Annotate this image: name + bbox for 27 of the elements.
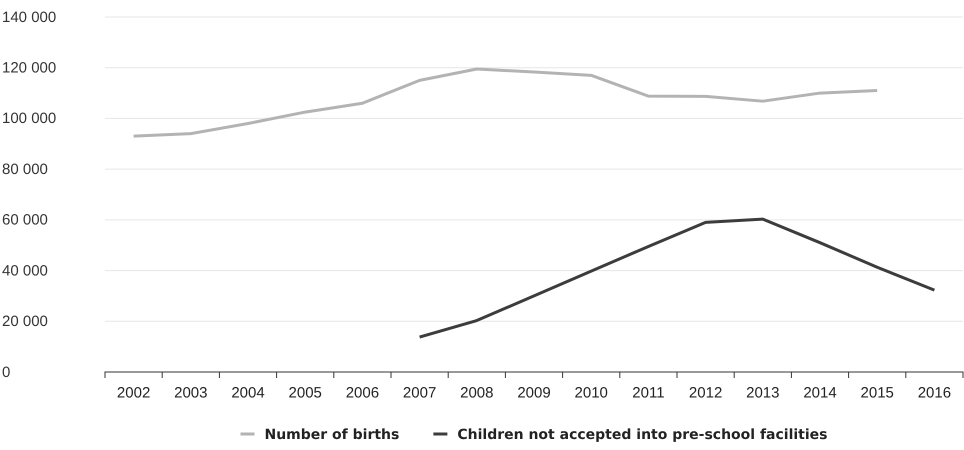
x-tick-label: 2011: [632, 384, 665, 402]
y-tick-label: 80 000: [2, 160, 48, 178]
x-tick-label: 2008: [460, 384, 494, 402]
x-tick-label: 2007: [402, 384, 436, 402]
x-tick-label: 2003: [174, 384, 208, 402]
x-tick-label: 2015: [860, 384, 894, 402]
legend-label: Children not accepted into pre-school facilities: [457, 427, 828, 443]
x-tick-label: 2004: [231, 384, 265, 402]
x-tick-label: 2014: [803, 384, 837, 402]
y-tick-label: 120 000: [2, 60, 56, 77]
line-series: [418, 218, 936, 339]
y-tick-label: 20 000: [2, 313, 48, 330]
x-tick-label: 2012: [688, 384, 722, 402]
y-tick-label: 140 000: [2, 8, 56, 26]
x-tick-label: 2002: [116, 384, 150, 402]
line-series: [132, 67, 879, 138]
x-tick-label: 2013: [746, 384, 780, 402]
y-tick-label: 100 000: [2, 110, 56, 128]
x-tick-label: 2005: [288, 384, 322, 402]
x-tick-label: 2006: [346, 384, 380, 402]
legend-label: Number of births: [264, 427, 400, 443]
y-tick-label: 60 000: [2, 212, 48, 229]
x-tick-label: 2010: [574, 384, 608, 402]
y-tick-label: 0: [2, 364, 10, 381]
y-tick-label: 40 000: [2, 262, 48, 280]
x-tick-label: 2016: [918, 384, 952, 402]
x-tick-label: 2009: [517, 384, 551, 402]
